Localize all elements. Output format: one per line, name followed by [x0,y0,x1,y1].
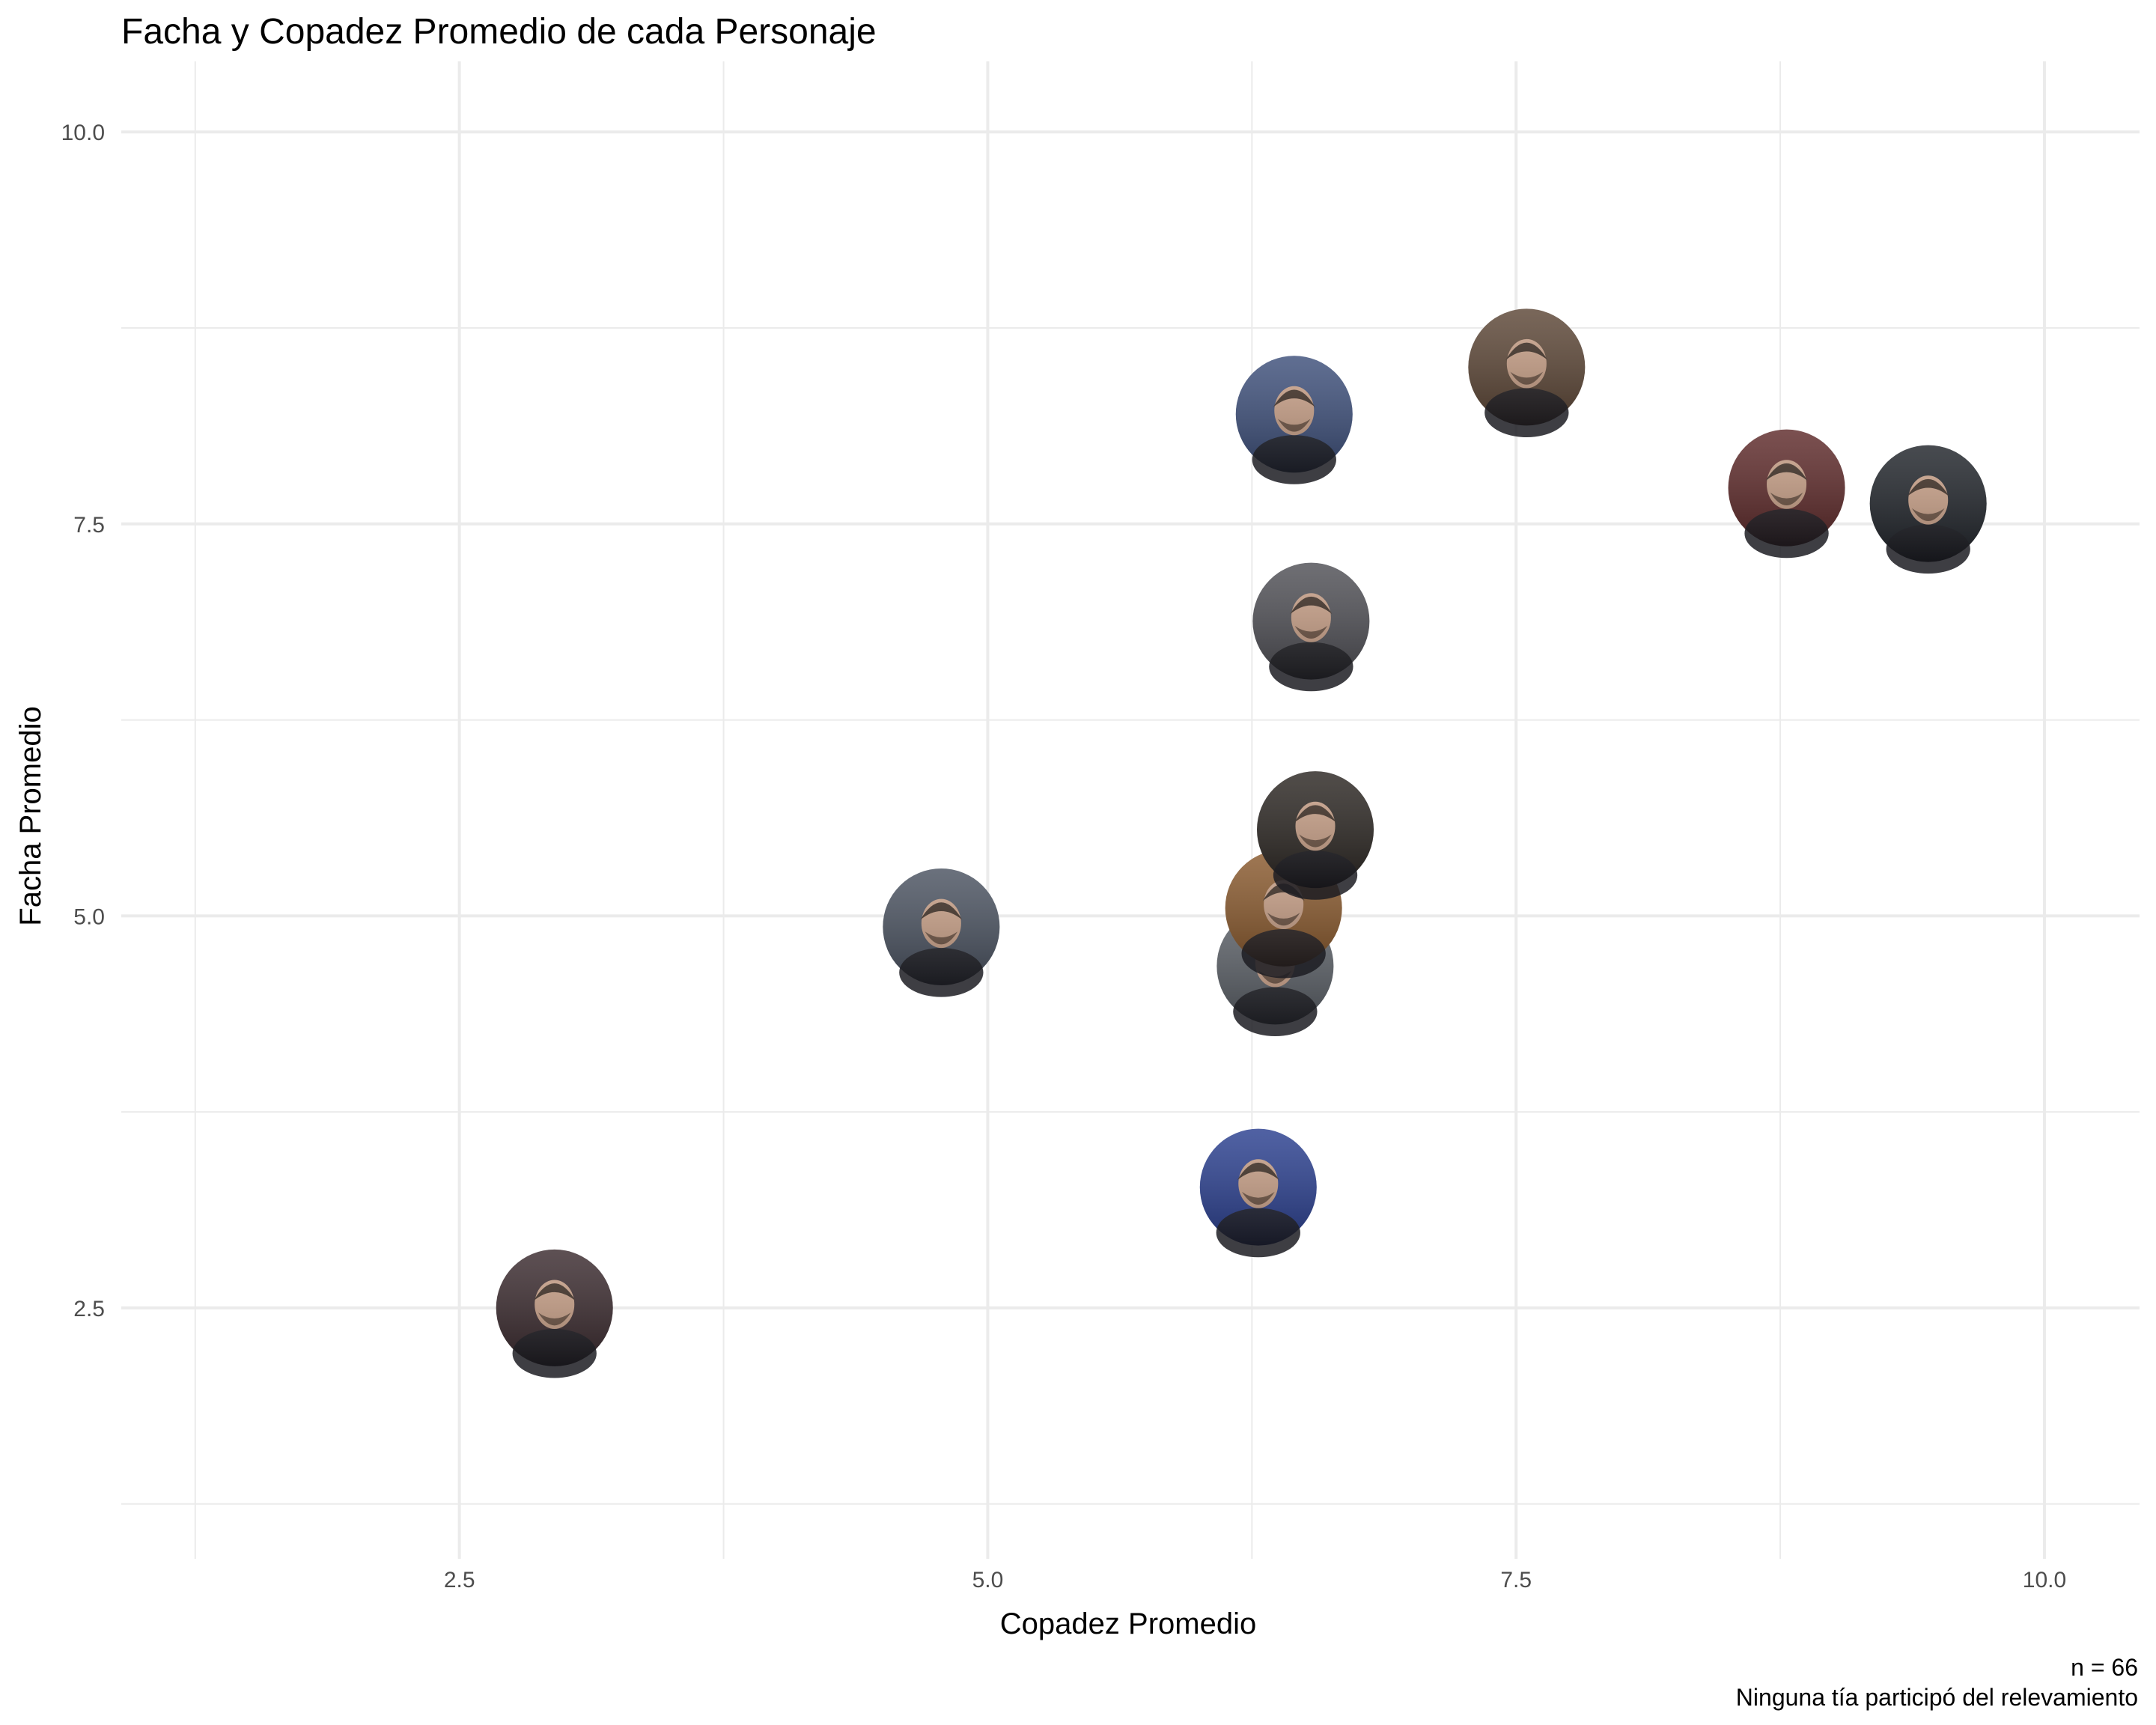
character-portrait-point [1235,356,1353,484]
character-portrait-point [496,1249,613,1378]
y-tick-label: 5.0 [73,904,105,929]
x-tick-label: 7.5 [1500,1568,1532,1592]
character-portrait-point [883,868,1000,997]
character-portrait-point [1468,308,1586,437]
grid [121,61,2140,1559]
portrait-shading [1252,562,1370,680]
x-tick-label: 2.5 [444,1568,475,1592]
portrait-shading [883,868,1000,986]
y-tick-label: 10.0 [61,121,105,145]
character-portrait-point [1869,445,1987,574]
character-portrait-point [1257,771,1374,900]
character-portrait-point [1252,562,1370,692]
portrait-shading [1257,771,1374,889]
portrait-shading [1199,1128,1317,1246]
portrait-shading [1728,429,1845,547]
character-portrait-point [1728,429,1845,559]
x-axis-title: Copadez Promedio [1000,1607,1256,1640]
caption-note: Ninguna tía participó del relevamiento [1736,1684,2138,1711]
portrait-shading [1869,445,1987,562]
portrait-shading [1235,356,1353,473]
data-points [496,308,1987,1378]
portrait-shading [1468,308,1586,426]
axis-ticks: 2.5 5.0 7.5 10.0 2.5 5.0 7.5 10.0 [61,121,2067,1592]
x-tick-label: 10.0 [2023,1568,2066,1592]
y-axis-title: Facha Promedio [14,706,47,925]
character-portrait-point [1199,1128,1317,1258]
y-tick-label: 2.5 [73,1297,105,1321]
x-tick-label: 5.0 [972,1568,1004,1592]
chart-title: Facha y Copadez Promedio de cada Persona… [121,12,877,52]
caption-sample-size: n = 66 [2071,1654,2138,1681]
portrait-shading [496,1249,613,1366]
y-tick-label: 7.5 [73,513,105,538]
